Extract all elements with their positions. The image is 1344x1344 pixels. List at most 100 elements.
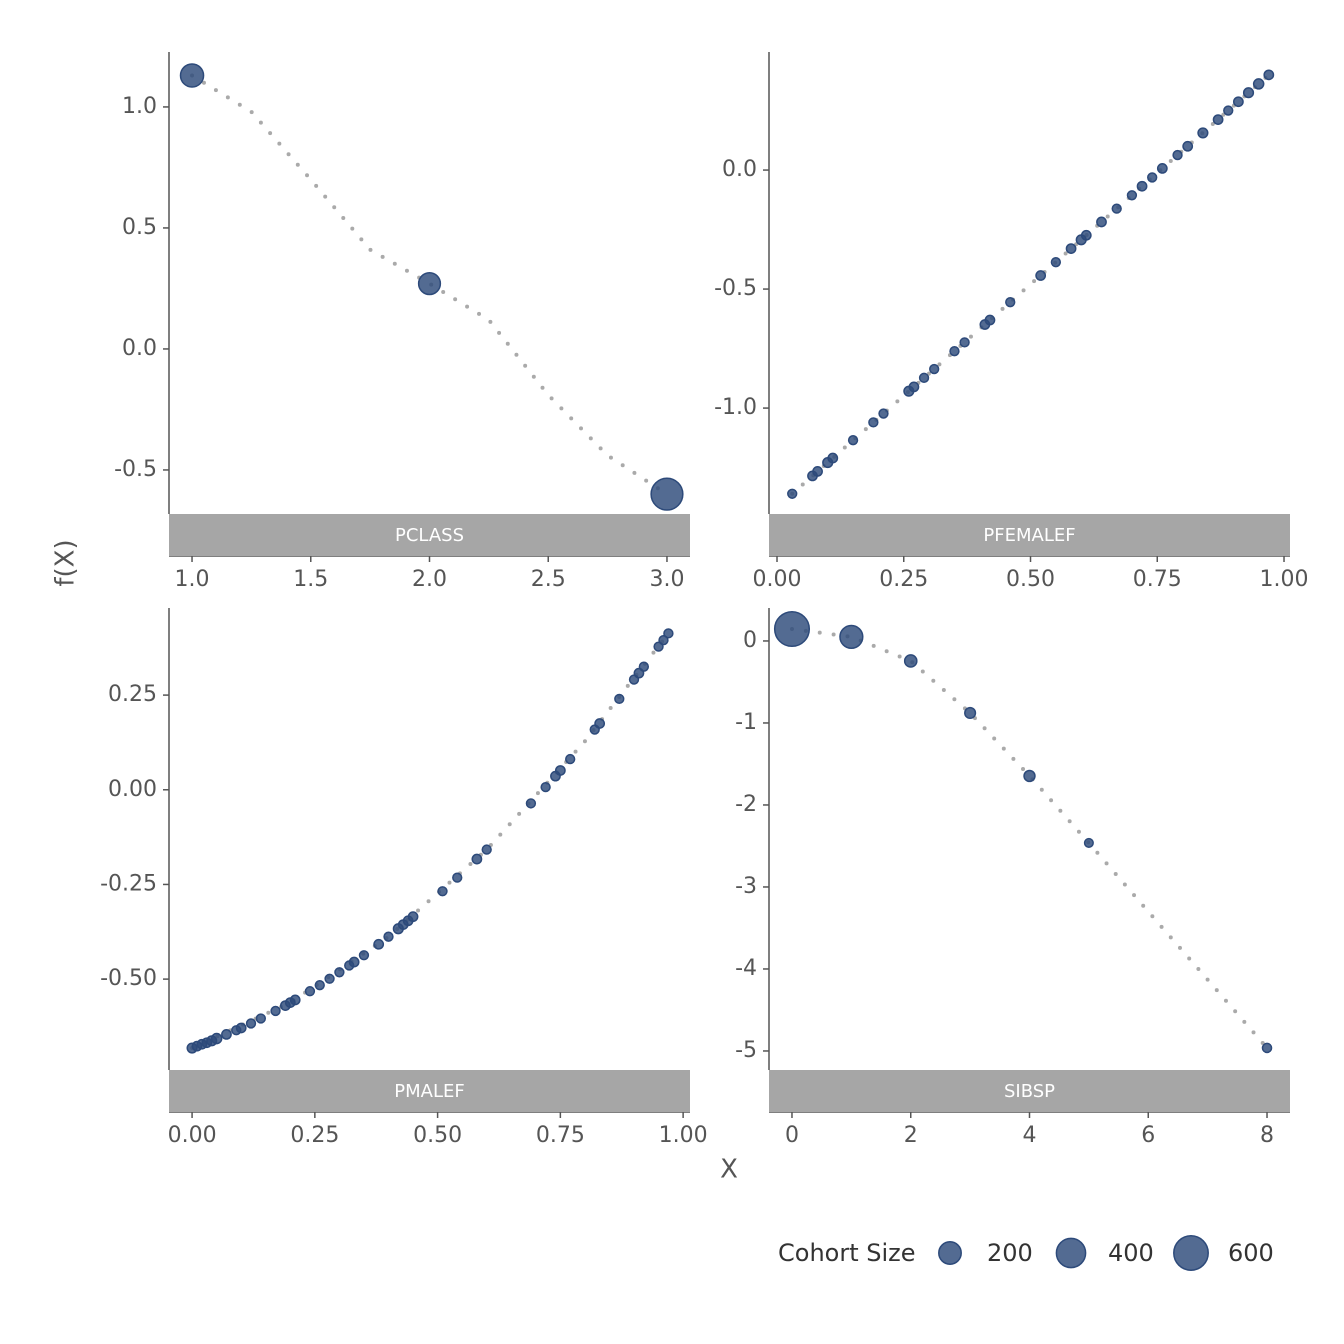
point <box>221 1029 232 1040</box>
y-tick-label: -0.25 <box>100 871 157 896</box>
point <box>1126 190 1138 201</box>
point <box>1147 172 1158 183</box>
fit-line <box>190 631 671 1051</box>
x-tick-label: 6 <box>1141 1123 1155 1148</box>
point <box>663 628 674 639</box>
point <box>1197 127 1209 139</box>
point <box>614 693 625 705</box>
point <box>437 886 448 897</box>
point <box>304 986 316 997</box>
point <box>179 63 205 88</box>
x-tick-label: 1.5 <box>293 567 328 592</box>
point <box>1182 140 1194 152</box>
point <box>827 452 839 464</box>
point <box>847 435 859 446</box>
y-tick-label: 1.0 <box>122 94 157 119</box>
point <box>1080 229 1092 241</box>
point <box>565 753 576 765</box>
x-tick-label: 2.5 <box>531 567 566 592</box>
x-tick-label: 0.25 <box>879 567 928 592</box>
y-tick-label: -1.0 <box>714 395 757 420</box>
point <box>417 271 442 296</box>
point <box>255 1013 266 1024</box>
point <box>658 635 669 646</box>
y-tick-label: -5 <box>735 1038 757 1063</box>
point <box>1065 243 1077 254</box>
point <box>959 337 970 348</box>
x-tick-label: 0.00 <box>168 1123 217 1148</box>
point <box>929 363 940 375</box>
y-tick-label: 0.5 <box>122 215 157 240</box>
y-tick-label: 0.0 <box>722 157 757 182</box>
facet-strip <box>769 1070 1290 1112</box>
legend-key <box>938 1241 962 1265</box>
point <box>903 654 918 668</box>
point <box>787 488 798 499</box>
fit-line <box>190 73 669 497</box>
point <box>1156 163 1168 174</box>
x-tick-label: 0.50 <box>1006 567 1055 592</box>
x-axis-label: X <box>720 1155 738 1185</box>
y-tick-label: -0.5 <box>714 276 757 301</box>
facet-title: PMALEF <box>394 1081 464 1102</box>
x-tick-label: 2 <box>904 1123 918 1148</box>
point <box>918 372 930 384</box>
y-tick-label: -2 <box>735 792 757 817</box>
point <box>908 381 920 393</box>
point <box>1172 149 1183 161</box>
fit-line <box>790 72 1271 496</box>
facet-strip <box>769 514 1290 556</box>
point <box>452 872 463 883</box>
x-tick-label: 2.0 <box>412 567 447 592</box>
point <box>348 956 360 968</box>
x-tick-label: 0.75 <box>1133 567 1182 592</box>
x-tick-label: 3.0 <box>649 567 684 592</box>
legend-title: Cohort Size <box>778 1239 916 1267</box>
point <box>358 950 370 961</box>
point <box>383 931 394 942</box>
point <box>1252 78 1265 90</box>
point <box>878 408 889 419</box>
x-tick-label: 0 <box>785 1123 799 1148</box>
point <box>839 624 864 649</box>
point <box>1083 837 1094 848</box>
facet-title: PCLASS <box>395 525 464 546</box>
point <box>289 994 301 1006</box>
legend-label: 200 <box>987 1239 1033 1267</box>
point <box>1261 1042 1273 1054</box>
point <box>650 477 684 511</box>
point <box>314 980 325 991</box>
point <box>334 967 345 978</box>
facet-title: PFEMALEF <box>983 525 1075 546</box>
fit-line <box>789 626 1270 1050</box>
point <box>540 781 551 793</box>
y-axis-label: f(X) <box>51 539 81 586</box>
point <box>594 718 606 729</box>
point <box>868 417 879 428</box>
legend-key <box>1055 1237 1087 1269</box>
point <box>949 346 960 357</box>
point <box>812 466 823 477</box>
point <box>1111 203 1122 214</box>
point <box>1050 257 1062 268</box>
y-tick-label: -0.5 <box>114 457 157 482</box>
x-tick-label: 0.00 <box>753 567 802 592</box>
point <box>373 938 385 950</box>
x-tick-label: 0.50 <box>413 1123 462 1148</box>
facet-strip <box>169 1070 690 1112</box>
x-tick-label: 1.00 <box>1260 567 1309 592</box>
point <box>1005 296 1016 308</box>
point <box>324 973 335 984</box>
x-tick-label: 8 <box>1260 1123 1274 1148</box>
facet-strip <box>169 514 690 556</box>
y-tick-label: 0.25 <box>108 682 157 707</box>
x-tick-label: 0.75 <box>536 1123 585 1148</box>
point <box>210 1032 223 1045</box>
point <box>1223 105 1234 116</box>
point <box>984 314 996 326</box>
point <box>245 1018 257 1029</box>
y-tick-label: -0.50 <box>100 966 157 991</box>
point <box>554 765 566 776</box>
point <box>1023 769 1036 783</box>
